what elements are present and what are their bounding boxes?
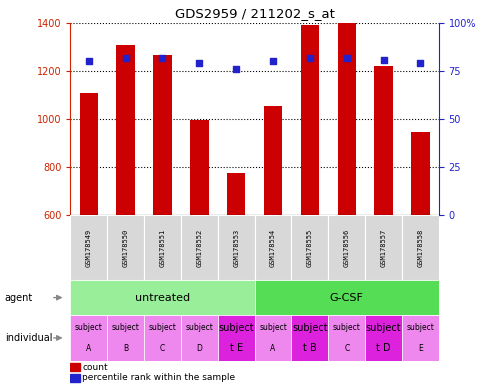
Title: GDS2959 / 211202_s_at: GDS2959 / 211202_s_at [174,7,334,20]
Point [195,60,203,66]
Bar [374,66,392,215]
Point [158,55,166,61]
Bar [107,315,144,361]
Text: C: C [160,344,165,353]
Text: individual: individual [5,333,52,343]
Text: subject: subject [258,323,287,332]
Bar [410,132,429,215]
Point [342,55,350,61]
Bar [70,280,254,315]
Bar [300,25,318,215]
Point [305,55,313,61]
Bar [217,315,254,361]
Text: GSM178557: GSM178557 [380,228,386,267]
Bar [254,315,291,361]
Bar [217,215,254,280]
Text: subject: subject [218,323,254,333]
Text: subject: subject [406,323,434,332]
Bar [328,315,364,361]
Text: subject: subject [332,323,360,332]
Text: subject: subject [185,323,213,332]
Bar [227,173,245,215]
Text: A: A [86,344,91,353]
Bar [364,215,401,280]
Text: GSM178550: GSM178550 [122,228,128,267]
Text: t D: t D [376,343,390,353]
Bar [401,215,438,280]
Text: t E: t E [229,343,242,353]
Text: GSM178558: GSM178558 [417,228,423,267]
Bar [401,315,438,361]
Bar [254,280,438,315]
Text: D: D [196,344,202,353]
Bar [337,23,355,215]
Text: G-CSF: G-CSF [329,293,363,303]
Point [85,58,92,65]
Bar [144,215,181,280]
Point [232,66,240,72]
Text: GSM178551: GSM178551 [159,228,165,267]
Bar [70,374,79,382]
Text: A: A [270,344,275,353]
Bar [291,215,328,280]
Text: GSM178549: GSM178549 [86,228,91,267]
Bar [153,55,171,215]
Text: B: B [123,344,128,353]
Text: count: count [82,363,108,372]
Text: subject: subject [148,323,176,332]
Bar [70,315,107,361]
Bar [328,215,364,280]
Text: percentile rank within the sample: percentile rank within the sample [82,373,235,382]
Point [121,55,129,61]
Bar [144,315,181,361]
Bar [364,315,401,361]
Point [269,58,276,65]
Bar [263,106,282,215]
Bar [254,215,291,280]
Point [416,60,424,66]
Text: GSM178552: GSM178552 [196,228,202,267]
Bar [70,215,107,280]
Point [379,56,387,63]
Text: subject: subject [75,323,103,332]
Bar [79,93,98,215]
Text: agent: agent [5,293,33,303]
Text: t B: t B [302,343,316,353]
Text: GSM178553: GSM178553 [233,228,239,267]
Text: GSM178554: GSM178554 [270,228,275,267]
Bar [70,363,79,371]
Text: GSM178555: GSM178555 [306,228,312,267]
Bar [190,120,208,215]
Text: GSM178556: GSM178556 [343,228,349,267]
Text: subject: subject [111,323,139,332]
Text: E: E [417,344,422,353]
Text: C: C [344,344,348,353]
Text: untreated: untreated [135,293,190,303]
Text: subject: subject [365,323,401,333]
Bar [116,45,135,215]
Bar [291,315,328,361]
Bar [107,215,144,280]
Bar [181,215,217,280]
Text: subject: subject [291,323,327,333]
Bar [181,315,217,361]
